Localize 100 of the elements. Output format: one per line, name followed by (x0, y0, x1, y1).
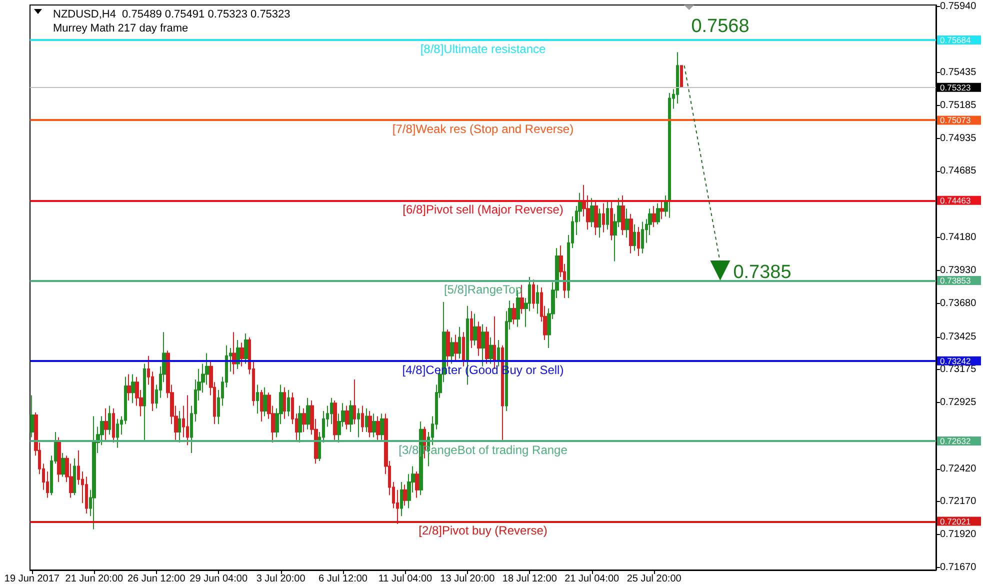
text: 0.73242 (940, 356, 971, 366)
x-tick-label: 25 Jul 20:00 (626, 574, 682, 584)
candlestick (497, 340, 500, 367)
candlestick (143, 363, 146, 440)
candlestick (131, 374, 135, 404)
candlestick (415, 470, 419, 498)
candlestick (186, 394, 189, 446)
candlestick (330, 397, 333, 425)
candlestick (263, 386, 267, 417)
candlestick (458, 326, 461, 359)
candlestick (349, 400, 353, 433)
candlestick (512, 302, 516, 325)
text: 0.75323 (940, 82, 971, 92)
candlestick (104, 408, 108, 440)
candlestick (333, 400, 337, 440)
x-tick-label: 21 Jun 20:00 (65, 574, 124, 584)
x-tick-label: 3 Jul 20:00 (256, 574, 306, 584)
y-tick-label: 0.74935 (940, 132, 977, 144)
candlestick (473, 313, 477, 346)
text: 0.74463 (940, 195, 971, 206)
text: 0.72021 (940, 516, 971, 526)
candlestick (590, 198, 594, 228)
candlestick (57, 436, 61, 482)
candlestick (532, 279, 535, 310)
candlestick (108, 405, 111, 436)
candlestick (656, 202, 660, 225)
candlestick (610, 200, 613, 241)
ref-line-label: [2/8]Pivot buy (Reverse) (418, 523, 548, 538)
text: 0.75684 (940, 34, 971, 45)
candlestick (454, 334, 458, 362)
candlestick (302, 408, 306, 433)
candlestick (606, 200, 609, 230)
y-tick-label: 0.72925 (940, 396, 977, 408)
text: 0.72632 (940, 436, 971, 446)
ref-line-label: [6/8]Pivot sell (Major Reverse) (402, 202, 564, 216)
candlestick (92, 416, 96, 530)
candlestick (641, 221, 644, 254)
x-tick-label: 18 Jul 12:00 (502, 574, 558, 584)
candlestick (652, 206, 656, 228)
y-tick-label: 0.72420 (940, 463, 977, 474)
y-tick-label: 0.73425 (940, 331, 977, 342)
x-tick-label: 13 Jul 20:00 (440, 574, 496, 584)
y-tick-label: 0.73680 (940, 298, 977, 309)
candlestick (73, 458, 76, 496)
candlestick (633, 224, 636, 252)
candlestick (536, 284, 539, 314)
candlestick (376, 416, 380, 440)
candlestick (116, 418, 119, 448)
annotation: 0.7385 (733, 262, 792, 284)
candlestick (621, 195, 625, 236)
candlestick (400, 481, 403, 517)
y-tick-label: 0.72170 (940, 496, 977, 508)
candlestick (127, 374, 131, 401)
y-tick-label: 0.73930 (940, 264, 977, 276)
candlestick (361, 405, 364, 433)
candlestick (450, 336, 454, 364)
x-tick-label: 29 Jun 04:00 (190, 574, 248, 584)
candlestick (112, 408, 115, 444)
candlestick (232, 332, 236, 375)
candlestick (660, 200, 664, 220)
ref-line-label: [8/8]Ultimate resistance (420, 42, 546, 56)
y-tick-label: 0.71920 (940, 529, 977, 540)
candlestick (680, 64, 683, 88)
candlestick (256, 384, 259, 414)
candlestick (380, 413, 384, 440)
y-tick-label: 0.74180 (940, 232, 977, 244)
candlestick (357, 408, 360, 438)
y-tick-label: 0.75185 (940, 100, 977, 112)
candlestick (477, 321, 481, 356)
candlestick (594, 200, 598, 236)
candlestick (598, 208, 601, 238)
candlestick (353, 378, 356, 425)
candlestick (485, 326, 489, 364)
x-tick-label: 6 Jul 12:00 (318, 574, 368, 584)
x-tick-label: 11 Jul 04:00 (378, 574, 433, 584)
y-tick-label: 0.75435 (940, 67, 977, 78)
candlestick (178, 410, 181, 444)
candlestick (668, 92, 671, 218)
candlestick (260, 389, 263, 422)
text: Murrey Math 217 day frame (53, 22, 188, 34)
candlestick (520, 284, 524, 314)
candlestick (403, 484, 407, 506)
text: 0.73853 (940, 276, 971, 286)
x-tick-label: 26 Jun 12:00 (127, 574, 186, 584)
candlestick (446, 329, 450, 367)
candlestick (244, 332, 248, 364)
candlestick (61, 452, 65, 478)
y-tick-label: 0.73175 (940, 364, 977, 376)
candlestick (629, 213, 633, 254)
candlestick (30, 394, 34, 438)
candlestick (501, 344, 504, 440)
candlestick (298, 405, 302, 444)
candlestick (489, 336, 493, 364)
candlestick (345, 405, 349, 430)
candlestick (365, 408, 368, 433)
candlestick (368, 410, 372, 438)
x-tick-label: 21 Jul 04:00 (564, 574, 620, 584)
candlestick (287, 389, 290, 417)
candlestick (240, 342, 244, 367)
y-tick-label: 0.71670 (940, 562, 977, 573)
